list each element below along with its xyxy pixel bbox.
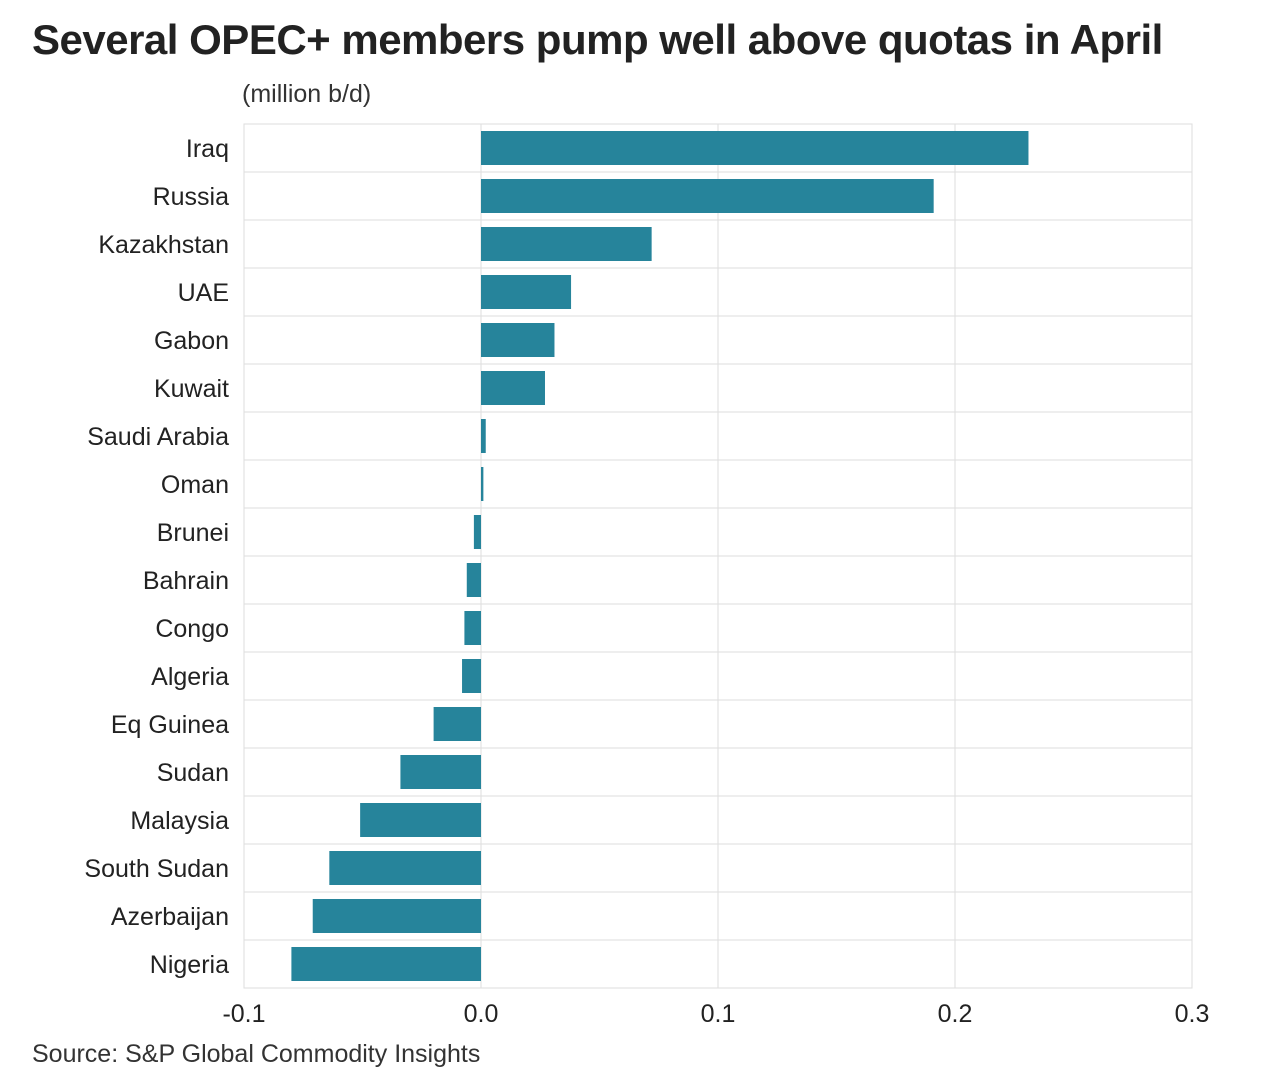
x-tick-label: 0.0 <box>464 1000 499 1028</box>
category-labels: Iraq Russia Kazakhstan UAE Gabon Kuwait Saudi … <box>84 135 229 979</box>
category-label: Bahrain <box>143 567 229 595</box>
bar-kuwait <box>481 371 545 405</box>
bar-sudan <box>400 755 481 789</box>
category-label: Iraq <box>186 135 229 163</box>
bar-eq-guinea <box>433 707 481 741</box>
grid-layer <box>243 123 1193 989</box>
x-tick-label: 0.3 <box>1175 1000 1210 1028</box>
category-label: Azerbaijan <box>111 903 229 931</box>
x-axis-ticks: -0.1 0.0 0.1 0.2 0.3 <box>222 1000 1209 1028</box>
bar-oman <box>481 467 484 501</box>
category-label: Oman <box>161 471 229 499</box>
x-tick-label: 0.1 <box>701 1000 736 1028</box>
bar-nigeria <box>291 947 481 981</box>
bar-congo <box>464 611 481 645</box>
bar-iraq <box>481 131 1029 165</box>
chart-unit-label: (million b/d) <box>242 80 372 108</box>
x-tick-label: -0.1 <box>222 1000 265 1028</box>
bar-kazakhstan <box>481 227 652 261</box>
category-label: South Sudan <box>84 855 229 883</box>
category-label: Algeria <box>151 663 229 691</box>
bar-algeria <box>462 659 481 693</box>
category-label: Saudi Arabia <box>87 423 229 451</box>
category-label: Sudan <box>157 759 229 787</box>
bar-russia <box>481 179 934 213</box>
bar-uae <box>481 275 572 309</box>
category-label: Brunei <box>157 519 229 547</box>
category-label: Russia <box>153 183 230 211</box>
bar-bahrain <box>466 563 481 597</box>
category-label: Malaysia <box>130 807 229 835</box>
category-label: UAE <box>178 279 229 307</box>
category-label: Gabon <box>154 327 229 355</box>
category-label: Congo <box>155 615 229 643</box>
chart-title: Several OPEC+ members pump well above qu… <box>32 16 1163 63</box>
bar-saudi-arabia <box>481 419 486 453</box>
bar-malaysia <box>360 803 481 837</box>
bar-azerbaijan <box>312 899 481 933</box>
x-tick-label: 0.2 <box>938 1000 973 1028</box>
category-label: Nigeria <box>150 951 229 979</box>
bar-gabon <box>481 323 555 357</box>
bar-brunei <box>473 515 481 549</box>
bar-south-sudan <box>329 851 481 885</box>
category-label: Kazakhstan <box>98 231 229 259</box>
category-label: Kuwait <box>154 375 229 403</box>
chart-source: Source: S&P Global Commodity Insights <box>32 1040 481 1068</box>
category-label: Eq Guinea <box>111 711 229 739</box>
bar-layer <box>291 131 1029 981</box>
